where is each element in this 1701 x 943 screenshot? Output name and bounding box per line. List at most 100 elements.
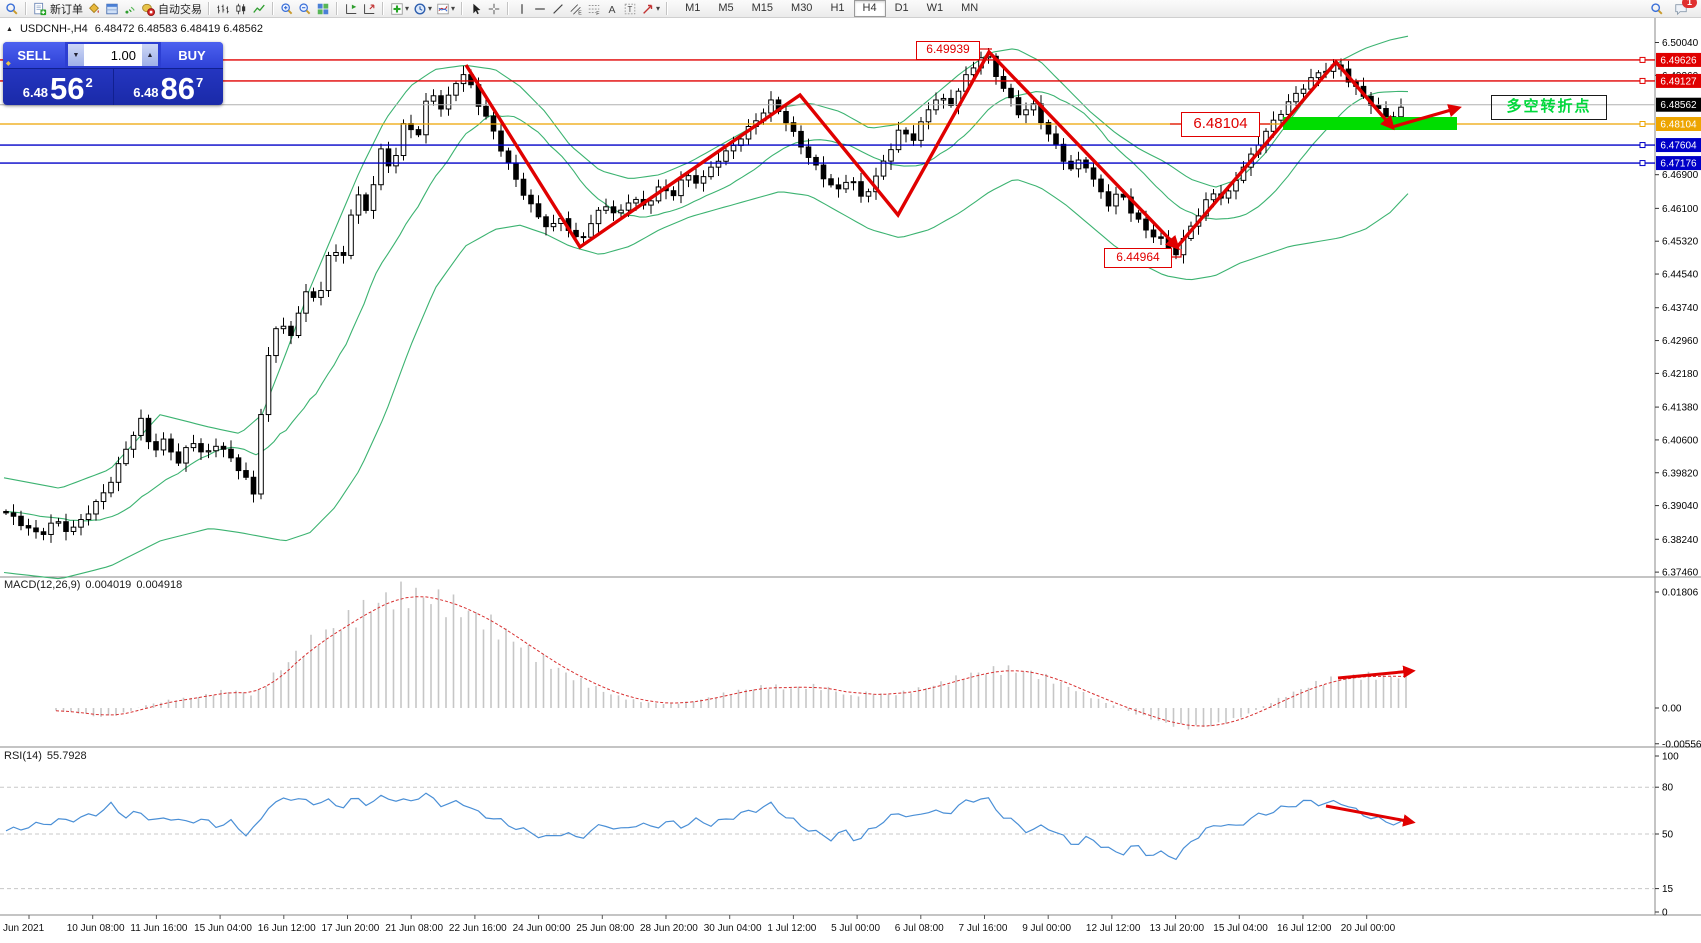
time-label[interactable]: 7 Jul 16:00 — [959, 923, 1008, 934]
search-button[interactable] — [1648, 1, 1666, 17]
time-label[interactable]: 13 Jul 20:00 — [1150, 923, 1205, 934]
time-label[interactable]: 30 Jun 04:00 — [704, 923, 762, 934]
chart-styles-button[interactable] — [85, 1, 103, 17]
timeframe-d1-button[interactable]: D1 — [894, 2, 909, 14]
tile-windows-button[interactable] — [314, 1, 332, 17]
price-tick-label: 6.39040 — [1662, 501, 1699, 512]
hline-handle[interactable] — [1639, 77, 1646, 84]
turning-point-label[interactable]: 多空转折点 — [1491, 95, 1607, 120]
fibonacci-tool-button[interactable]: F — [585, 1, 603, 17]
collapse-triangle-icon[interactable]: ▲ — [6, 25, 13, 33]
timeframe-m1-button[interactable]: M1 — [685, 2, 701, 14]
time-label[interactable]: 16 Jun 12:00 — [258, 923, 316, 934]
chevron-down-icon[interactable]: ▾ — [451, 4, 456, 13]
new-order-label: 新订单 — [50, 3, 83, 16]
timeframe-h4-button[interactable]: H4 — [853, 0, 886, 17]
sell-button[interactable]: SELL ◆ — [3, 42, 65, 68]
trend-zigzag-up[interactable] — [1175, 59, 1395, 249]
templates-menu-button[interactable]: ▾ — [434, 1, 457, 17]
equidistant-channel-tool-button[interactable]: E — [567, 1, 585, 17]
crosshair-tool-button[interactable] — [485, 1, 503, 17]
auto-scroll-button[interactable] — [360, 1, 378, 17]
svg-text:6.49127: 6.49127 — [1660, 76, 1697, 87]
chevron-down-icon[interactable]: ▾ — [405, 4, 410, 13]
time-label[interactable]: 9 Jul 00:00 — [1022, 923, 1071, 934]
timeframe-w1-button[interactable]: W1 — [926, 2, 944, 14]
green-highlight-rect[interactable] — [1283, 117, 1457, 130]
zoom-out-button[interactable] — [296, 1, 314, 17]
text-tool-button[interactable]: A — [603, 1, 621, 17]
auto-trading-button[interactable]: 自动交易 — [139, 1, 204, 17]
bucket-icon — [87, 2, 101, 16]
bar-chart-button[interactable] — [214, 1, 232, 17]
timeframe-h1-button[interactable]: H1 — [830, 2, 845, 14]
timeframe-mn-button[interactable]: MN — [961, 2, 979, 14]
notifications-button[interactable]: 1 — [1672, 0, 1697, 17]
buy-price[interactable]: 6.48 86 7 — [114, 69, 224, 105]
time-label[interactable]: 16 Jul 12:00 — [1277, 923, 1332, 934]
macd-tick-label: 0.00 — [1662, 704, 1682, 715]
line-chart-button[interactable] — [250, 1, 268, 17]
time-label[interactable]: 1 Jul 12:00 — [767, 923, 816, 934]
chart-shift-button[interactable] — [342, 1, 360, 17]
volume-decrease-button[interactable]: ▼ — [68, 44, 84, 66]
signals-button[interactable] — [121, 1, 139, 17]
macd-arrow[interactable] — [1337, 665, 1416, 680]
time-label[interactable]: 15 Jul 04:00 — [1213, 923, 1268, 934]
time-label[interactable]: 20 Jul 00:00 — [1341, 923, 1396, 934]
timeframe-m30-button[interactable]: M30 — [791, 2, 813, 14]
hline-handle[interactable] — [1639, 121, 1646, 127]
trendline-tool-button[interactable] — [549, 1, 567, 17]
time-label[interactable]: 10 Jun 08:00 — [67, 923, 125, 934]
new-order-icon — [33, 2, 47, 16]
market-window-button[interactable] — [103, 1, 121, 17]
text-label-tool-button[interactable]: T — [621, 1, 639, 17]
hline-handle[interactable] — [1639, 142, 1646, 149]
zoom-in-button[interactable] — [278, 1, 296, 17]
chevron-down-icon[interactable]: ▾ — [428, 4, 433, 13]
price-forecast-arrow[interactable] — [1391, 104, 1462, 129]
indicators-menu-button[interactable]: ▾ — [388, 1, 411, 17]
rsi-arrow[interactable] — [1325, 804, 1416, 827]
time-label[interactable]: 17 Jun 20:00 — [322, 923, 380, 934]
price-annotation-6.44964[interactable]: 6.44964 — [1104, 248, 1172, 268]
time-label[interactable]: 24 Jun 00:00 — [513, 923, 571, 934]
time-label[interactable]: 22 Jun 16:00 — [449, 923, 507, 934]
price-tick-label: 6.46900 — [1662, 170, 1699, 181]
quick-search-button[interactable] — [3, 1, 21, 17]
axis-price-box — [1656, 73, 1701, 88]
time-label[interactable]: 28 Jun 20:00 — [640, 923, 698, 934]
new-order-button[interactable]: 新订单 — [31, 1, 85, 17]
time-label[interactable]: Jun 2021 — [3, 923, 45, 934]
volume-increase-button[interactable]: ▲ — [142, 44, 158, 66]
price-annotation-6.48104[interactable]: 6.48104 — [1181, 112, 1260, 137]
timeframe-m5-button[interactable]: M5 — [718, 2, 734, 14]
vertical-line-tool-button[interactable] — [513, 1, 531, 17]
periods-menu-button[interactable]: ▾ — [411, 1, 434, 17]
time-label[interactable]: 15 Jun 04:00 — [194, 923, 252, 934]
cursor-icon — [469, 2, 483, 16]
time-label[interactable]: 25 Jun 08:00 — [576, 923, 634, 934]
price-annotation-6.49939[interactable]: 6.49939 — [916, 41, 980, 60]
hline-handle[interactable] — [1639, 160, 1646, 167]
buy-button[interactable]: BUY — [161, 42, 223, 68]
time-label[interactable]: 6 Jul 08:00 — [895, 923, 944, 934]
hline-handle[interactable] — [1639, 56, 1646, 63]
time-label[interactable]: 5 Jul 00:00 — [831, 923, 880, 934]
chevron-down-icon[interactable]: ▾ — [656, 4, 661, 13]
arrows-tool-button[interactable]: ▾ — [639, 1, 662, 17]
panel-divider — [112, 69, 114, 105]
timeframe-m15-button[interactable]: M15 — [751, 2, 774, 14]
cursor-tool-button[interactable] — [467, 1, 485, 17]
time-label[interactable]: 21 Jun 08:00 — [385, 923, 443, 934]
hline-icon — [533, 2, 547, 16]
horizontal-line-tool-button[interactable] — [531, 1, 549, 17]
time-label[interactable]: 12 Jul 12:00 — [1086, 923, 1141, 934]
time-label[interactable]: 11 Jun 16:00 — [130, 923, 188, 934]
volume-input[interactable]: 1.00 — [84, 44, 142, 66]
candlestick-chart-button[interactable] — [232, 1, 250, 17]
sell-price[interactable]: 6.48 56 2 — [3, 69, 113, 105]
trend-zigzag-down[interactable] — [464, 49, 1180, 251]
